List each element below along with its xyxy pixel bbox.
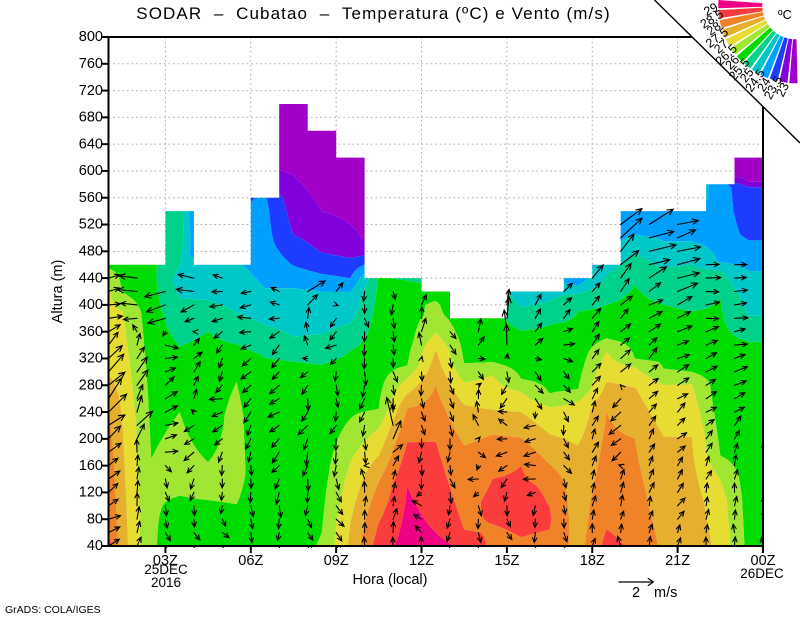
- svg-text:29: 29: [701, 0, 720, 19]
- svg-text:280: 280: [79, 378, 103, 394]
- svg-text:2: 2: [632, 585, 640, 601]
- svg-text:400: 400: [79, 297, 103, 313]
- svg-text:03Z: 03Z: [153, 553, 178, 569]
- svg-text:800: 800: [79, 29, 103, 45]
- svg-text:120: 120: [79, 485, 103, 501]
- svg-text:600: 600: [79, 163, 103, 179]
- svg-text:320: 320: [79, 351, 103, 367]
- svg-text:25: 25: [737, 65, 757, 85]
- svg-text:ºC: ºC: [778, 8, 792, 22]
- svg-text:360: 360: [79, 324, 103, 340]
- svg-text:18Z: 18Z: [580, 553, 605, 569]
- svg-text:28: 28: [704, 19, 723, 38]
- svg-text:240: 240: [79, 404, 103, 420]
- svg-text:760: 760: [79, 56, 103, 72]
- svg-text:160: 160: [79, 458, 103, 474]
- svg-text:06Z: 06Z: [238, 553, 263, 569]
- svg-text:520: 520: [79, 217, 103, 233]
- svg-text:680: 680: [79, 110, 103, 126]
- svg-text:Altura (m): Altura (m): [50, 260, 66, 324]
- svg-text:09Z: 09Z: [324, 553, 349, 569]
- svg-text:15Z: 15Z: [494, 553, 519, 569]
- svg-text:640: 640: [79, 136, 103, 152]
- svg-text:200: 200: [79, 431, 103, 447]
- svg-text:25DEC: 25DEC: [144, 562, 188, 577]
- svg-text:SODAR – Cubatao – Temperat: SODAR – Cubatao – Temperatura (ºC) e Ven…: [136, 4, 610, 23]
- svg-text:480: 480: [79, 244, 103, 260]
- svg-text:26DEC: 26DEC: [740, 566, 784, 581]
- svg-text:80: 80: [87, 511, 103, 527]
- svg-text:12Z: 12Z: [409, 553, 434, 569]
- svg-text:440: 440: [79, 270, 103, 286]
- svg-text:2016: 2016: [151, 575, 181, 590]
- svg-text:40: 40: [87, 538, 103, 554]
- svg-text:GrADS: COLA/IGES: GrADS: COLA/IGES: [5, 604, 101, 616]
- svg-text:720: 720: [79, 83, 103, 99]
- svg-text:23: 23: [773, 80, 792, 99]
- svg-text:560: 560: [79, 190, 103, 206]
- svg-text:Hora (local): Hora (local): [353, 572, 428, 588]
- svg-text:21Z: 21Z: [665, 553, 690, 569]
- svg-text:00Z: 00Z: [751, 553, 776, 569]
- svg-text:m/s: m/s: [654, 585, 677, 601]
- svg-text:24: 24: [754, 75, 773, 94]
